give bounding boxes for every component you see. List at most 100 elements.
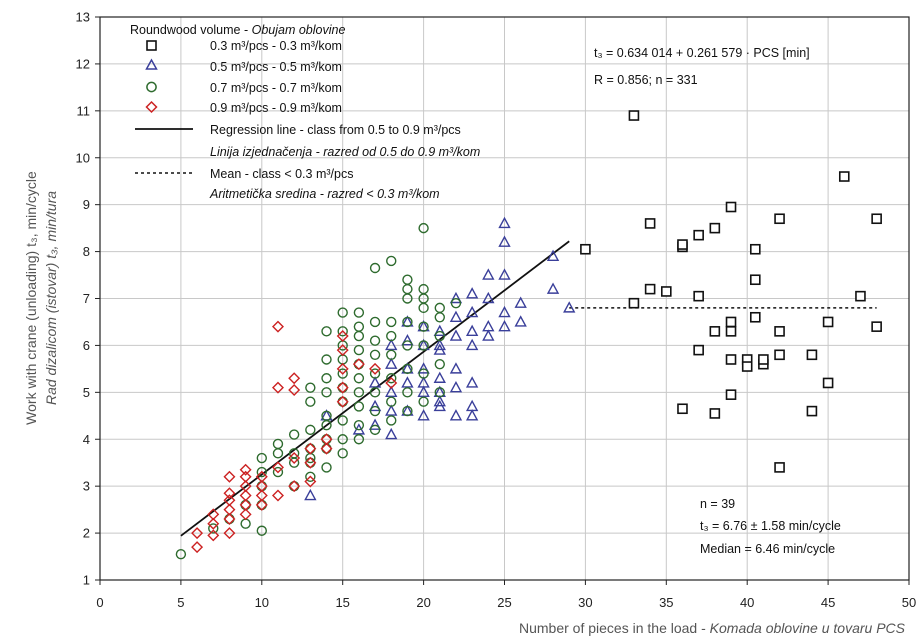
diamond-point: [255, 470, 268, 483]
circle-point: [337, 307, 348, 318]
diamond-point: [207, 529, 220, 542]
x-axis-label: Number of pieces in the load - Komada ob…: [519, 620, 906, 636]
square-point: [580, 243, 591, 255]
diamond-point: [223, 487, 236, 500]
circle-point: [386, 349, 397, 360]
diamond-point: [271, 461, 284, 474]
legend-item-square: 0.3 m³/pcs - 0.3 m³/kom: [146, 39, 342, 53]
x-axis-ticks: 0 5 10 15 20 25 30 35 40 45 50: [96, 580, 916, 610]
triangle-point: [482, 329, 495, 341]
circle-point: [288, 429, 300, 440]
square-point: [758, 354, 769, 365]
diamond-point: [336, 330, 349, 343]
y-tick-label: 9: [83, 197, 90, 212]
y-tick-label: 7: [83, 291, 90, 306]
triangle-point: [482, 319, 495, 332]
square-point: [725, 201, 737, 213]
circle-point: [369, 424, 381, 436]
legend-circle-marker: [146, 81, 157, 93]
square-point: [749, 243, 761, 255]
diamond-point: [255, 480, 268, 493]
diamond-point: [239, 489, 252, 502]
triangle-point: [433, 399, 446, 412]
diamond-point: [336, 395, 349, 408]
circle-point: [256, 452, 267, 464]
square-point: [774, 213, 785, 225]
circle-point: [434, 302, 445, 314]
circle-point: [305, 443, 316, 454]
square-point: [725, 354, 737, 365]
x-tick-label: 5: [177, 595, 184, 610]
y-axis-label-alt: Rad dizalicom (istovar) t₃, min/tura: [43, 191, 59, 405]
legend-label-3: 0.9 m³/pcs - 0.9 m³/kom: [210, 101, 342, 115]
median-value-label: Median = 6.46 min/cycle: [700, 542, 835, 556]
square-point: [806, 405, 818, 417]
diamond-point: [223, 470, 236, 483]
circle-point: [337, 434, 348, 445]
square-point: [709, 222, 721, 234]
square-point: [774, 462, 785, 473]
y-tick-label: 5: [83, 385, 90, 400]
circle-point: [337, 415, 348, 426]
diamond-point: [223, 494, 236, 507]
circle-point: [369, 349, 381, 360]
circle-point: [353, 321, 365, 332]
triangle-point: [546, 249, 560, 261]
triangle-point: [385, 357, 398, 369]
triangle-point: [385, 404, 398, 416]
triangle-point: [563, 301, 576, 313]
diamond-point: [304, 442, 317, 455]
diamond-point: [271, 320, 284, 333]
circle-point: [272, 438, 284, 450]
diamond-point: [336, 381, 349, 394]
circle-point: [418, 368, 429, 379]
circle-point: [402, 274, 413, 285]
diamond-point: [369, 362, 382, 375]
legend-label-4: Regression line - class from 0.5 to 0.9 …: [210, 123, 461, 137]
triangle-point: [465, 287, 479, 299]
y-tick-label: 3: [83, 479, 90, 494]
diamond-point: [304, 475, 317, 488]
diamond-point: [239, 480, 252, 493]
y-tick-label: 1: [83, 573, 90, 588]
annotation-top-right: t₃ = 0.634 014 + 0.261 579 · PCS [min] R…: [594, 46, 810, 87]
diamond-point: [385, 376, 398, 389]
triangle-point: [433, 395, 446, 407]
triangle-point: [368, 399, 382, 412]
circle-point: [175, 548, 187, 560]
square-point: [677, 239, 688, 250]
diamond-point: [191, 541, 204, 554]
circle-point: [353, 434, 365, 445]
diamond-point: [207, 517, 220, 530]
circle-point: [353, 373, 365, 384]
y-tick-label: 11: [77, 103, 91, 118]
circle-point: [305, 396, 316, 407]
legend-diamond-marker: [145, 100, 158, 114]
circle-point: [321, 462, 332, 473]
circle-point: [386, 373, 397, 384]
legend: Roundwood volume - Obujam oblovine 0.3 m…: [130, 23, 480, 201]
circle-point: [418, 340, 429, 351]
square-point: [725, 326, 737, 337]
x-tick-label: 50: [902, 595, 916, 610]
fit-lines: [180, 240, 877, 537]
x-tick-label: 0: [96, 595, 103, 610]
circle-point: [418, 222, 429, 234]
circle-point: [240, 518, 251, 529]
regression-line: [180, 240, 570, 537]
circle-point: [337, 326, 348, 337]
circle-point: [272, 466, 284, 478]
square-point: [774, 349, 785, 361]
circle-point: [353, 344, 365, 356]
y-tick-label: 10: [76, 150, 90, 165]
circle-point: [402, 340, 413, 351]
circle-point: [418, 321, 429, 332]
diamond-point: [223, 503, 236, 516]
circle-point: [321, 373, 332, 384]
circle-point: [337, 448, 348, 459]
legend-item-mean: Mean - class < 0.3 m³/pcs Aritmetička sr…: [135, 167, 440, 201]
diamond-point: [271, 489, 284, 502]
circle-point: [434, 358, 445, 370]
triangle-point: [449, 409, 463, 421]
